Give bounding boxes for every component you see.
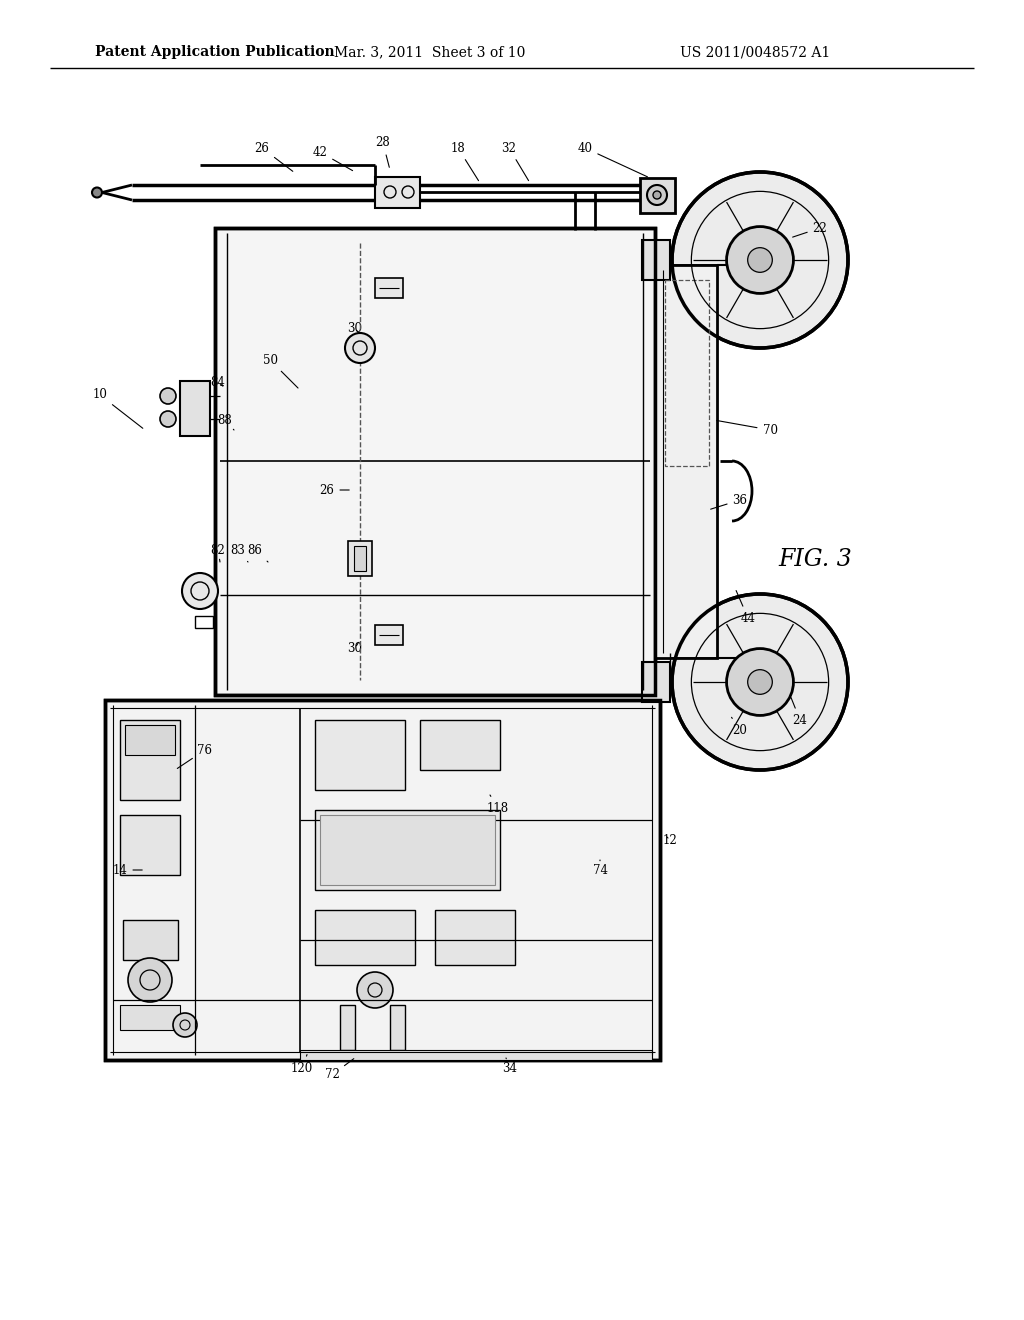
Bar <box>315 810 500 890</box>
Bar <box>375 279 403 298</box>
Text: 42: 42 <box>312 145 352 170</box>
Text: 20: 20 <box>731 717 748 737</box>
Bar <box>105 700 660 1060</box>
Text: 32: 32 <box>502 141 528 181</box>
Bar <box>180 381 210 436</box>
Text: 28: 28 <box>376 136 390 168</box>
Text: 44: 44 <box>736 590 756 624</box>
Bar <box>195 616 213 628</box>
Circle shape <box>92 187 102 198</box>
Text: 26: 26 <box>319 483 349 496</box>
Text: 50: 50 <box>262 354 298 388</box>
Text: 10: 10 <box>92 388 142 428</box>
Bar <box>319 814 495 884</box>
Text: 36: 36 <box>711 494 748 510</box>
Text: 70: 70 <box>717 421 777 437</box>
Bar <box>340 1005 355 1049</box>
Bar <box>348 541 372 576</box>
Bar <box>120 719 180 800</box>
Bar <box>315 719 406 789</box>
Bar <box>354 546 366 572</box>
Text: 120: 120 <box>291 1055 313 1074</box>
Text: 26: 26 <box>255 141 293 172</box>
Circle shape <box>345 333 375 363</box>
Text: 82: 82 <box>211 544 225 562</box>
Bar <box>120 814 180 875</box>
Text: 118: 118 <box>487 795 509 814</box>
Text: 18: 18 <box>451 141 478 181</box>
Bar <box>125 725 175 755</box>
Bar <box>215 228 655 696</box>
Circle shape <box>653 191 662 199</box>
Bar <box>215 228 655 696</box>
Circle shape <box>160 388 176 404</box>
Text: 24: 24 <box>791 697 808 726</box>
Circle shape <box>672 594 848 770</box>
Text: 30: 30 <box>347 642 362 655</box>
Text: 83: 83 <box>230 544 248 562</box>
Bar <box>655 265 717 657</box>
Bar <box>375 177 420 209</box>
Circle shape <box>173 1012 197 1038</box>
Bar <box>105 700 660 1060</box>
Circle shape <box>748 669 772 694</box>
Text: 74: 74 <box>593 861 607 876</box>
Bar <box>300 1049 652 1060</box>
Bar <box>375 624 403 645</box>
Text: 30: 30 <box>347 322 362 334</box>
Text: 84: 84 <box>211 375 225 388</box>
Bar <box>665 280 709 466</box>
Text: 40: 40 <box>578 141 647 177</box>
Text: 12: 12 <box>663 833 677 846</box>
Circle shape <box>160 411 176 426</box>
Circle shape <box>672 172 848 348</box>
Bar <box>420 719 500 770</box>
Circle shape <box>182 573 218 609</box>
Text: 34: 34 <box>503 1059 517 1074</box>
Circle shape <box>727 648 794 715</box>
Text: US 2011/0048572 A1: US 2011/0048572 A1 <box>680 45 830 59</box>
Text: Mar. 3, 2011  Sheet 3 of 10: Mar. 3, 2011 Sheet 3 of 10 <box>334 45 525 59</box>
Text: Patent Application Publication: Patent Application Publication <box>95 45 335 59</box>
Text: 72: 72 <box>325 1059 353 1081</box>
Bar <box>315 909 415 965</box>
Circle shape <box>647 185 667 205</box>
Bar <box>642 663 670 702</box>
Circle shape <box>727 227 794 293</box>
Text: FIG. 3: FIG. 3 <box>778 549 852 572</box>
Bar <box>390 1005 406 1049</box>
Bar <box>123 920 178 960</box>
Circle shape <box>357 972 393 1008</box>
Circle shape <box>128 958 172 1002</box>
Text: 14: 14 <box>113 863 142 876</box>
Text: 22: 22 <box>793 222 827 238</box>
Bar <box>435 909 515 965</box>
Bar <box>640 178 675 213</box>
Circle shape <box>748 248 772 272</box>
Bar <box>642 240 670 280</box>
Bar <box>120 1005 180 1030</box>
Text: 88: 88 <box>218 413 234 430</box>
Text: 76: 76 <box>177 743 213 768</box>
Text: 86: 86 <box>248 544 268 562</box>
